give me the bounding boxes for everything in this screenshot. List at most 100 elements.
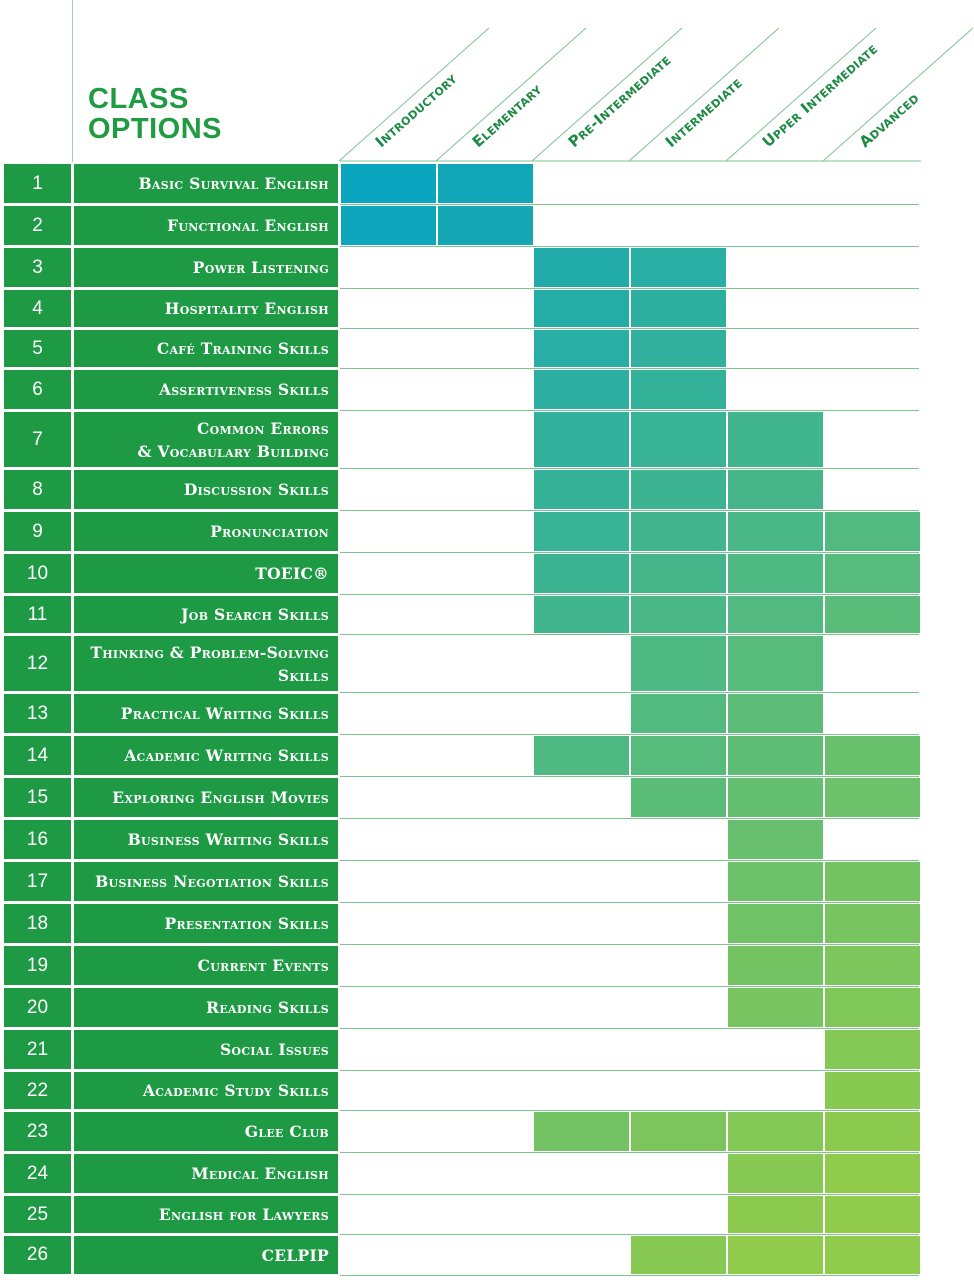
row-number: 26 (4, 1236, 71, 1274)
level-cell-advanced (825, 1030, 920, 1069)
class-name-line: Café Training Skills (156, 339, 329, 358)
row-divider (340, 1110, 919, 1111)
row-number: 12 (4, 636, 71, 691)
class-name: TOEIC® (74, 554, 338, 593)
class-name-line: Medical English (191, 1164, 329, 1183)
level-cell-intermediate (631, 512, 726, 551)
row-number: 10 (4, 554, 71, 593)
table-row: 21 Social Issues (0, 1030, 974, 1071)
table-row: 17 Business Negotiation Skills (0, 862, 974, 903)
table-row: 20 Reading Skills (0, 988, 974, 1029)
row-divider (340, 944, 919, 945)
row-number: 1 (4, 164, 71, 203)
class-name-text: Current Events (198, 954, 329, 977)
class-name-text: Power Listening (193, 256, 329, 279)
class-name: Pronunciation (74, 512, 338, 551)
class-name-text: Café Training Skills (157, 337, 329, 360)
row-number: 15 (4, 778, 71, 817)
level-cell-intermediate (631, 554, 726, 593)
class-name: Business Negotiation Skills (74, 862, 338, 901)
row-divider (340, 692, 919, 693)
level-cell-upper-intermediate (728, 736, 823, 775)
class-name-text: TOEIC® (255, 562, 329, 585)
level-cell-advanced (825, 596, 920, 633)
table-row: 25 English for Lawyers (0, 1196, 974, 1235)
level-cell-upper-intermediate (728, 862, 823, 901)
class-name-line: CELPIP (261, 1245, 329, 1265)
class-name-text: English for Lawyers (159, 1203, 329, 1226)
class-name-text: Basic Survival English (138, 172, 329, 195)
row-divider (340, 734, 919, 735)
row-number: 16 (4, 820, 71, 859)
class-name-text: CELPIP (262, 1244, 329, 1267)
level-cell-pre-intermediate (534, 370, 629, 409)
row-divider (340, 288, 919, 289)
level-cell-upper-intermediate (728, 694, 823, 733)
row-divider (340, 468, 919, 469)
class-name-line: Practical Writing Skills (120, 704, 329, 723)
row-divider (340, 818, 919, 819)
level-cell-upper-intermediate (728, 1236, 823, 1274)
table-row: 1 Basic Survival English (0, 164, 974, 205)
level-cell-elementary (438, 206, 533, 245)
level-cell-upper-intermediate (728, 988, 823, 1027)
class-name-text: Social Issues (220, 1038, 329, 1061)
level-cell-advanced (825, 1072, 920, 1109)
class-name-line: Presentation Skills (164, 914, 329, 933)
class-name-line: Glee Club (244, 1122, 329, 1141)
row-divider (340, 1275, 919, 1276)
table-row: 6 Assertiveness Skills (0, 370, 974, 411)
level-cell-pre-intermediate (534, 290, 629, 327)
class-name: Presentation Skills (74, 904, 338, 943)
level-cell-pre-intermediate (534, 412, 629, 467)
table-row: 2 Functional English (0, 206, 974, 247)
class-name-line: Current Events (197, 956, 329, 975)
level-cell-upper-intermediate (728, 1112, 823, 1151)
class-name-text: Exploring English Movies (112, 786, 329, 809)
row-number: 9 (4, 512, 71, 551)
class-name-line: Power Listening (192, 258, 329, 277)
row-divider (340, 1194, 919, 1195)
class-name: Discussion Skills (74, 470, 338, 509)
table-row: 8 Discussion Skills (0, 470, 974, 511)
class-name: Social Issues (74, 1030, 338, 1069)
level-cell-pre-intermediate (534, 554, 629, 593)
level-cell-pre-intermediate (534, 330, 629, 367)
class-name: Practical Writing Skills (74, 694, 338, 733)
class-name: Glee Club (74, 1112, 338, 1151)
class-name-text: Academic Writing Skills (124, 744, 329, 767)
level-cell-upper-intermediate (728, 470, 823, 509)
level-divider-line (628, 27, 780, 162)
header: CLASS OPTIONS Introductory Elementary Pre-… (0, 0, 974, 162)
class-name-line: Academic Writing Skills (124, 746, 329, 765)
level-cell-advanced (825, 512, 920, 551)
level-cell-advanced (825, 904, 920, 943)
row-number: 22 (4, 1072, 71, 1109)
class-name-text: Pronunciation (210, 520, 329, 543)
level-cell-upper-intermediate (728, 636, 823, 691)
row-number: 25 (4, 1196, 71, 1233)
class-name: Exploring English Movies (74, 778, 338, 817)
level-cell-advanced (825, 554, 920, 593)
level-cell-pre-intermediate (534, 736, 629, 775)
row-number: 14 (4, 736, 71, 775)
class-name-line: Pronunciation (210, 522, 329, 541)
class-name-line: Social Issues (219, 1040, 329, 1059)
level-cell-intermediate (631, 636, 726, 691)
class-name-line: Common Errors (197, 418, 329, 438)
class-name-line: Hospitality English (164, 299, 329, 318)
row-divider (340, 246, 919, 247)
row-divider (340, 776, 919, 777)
class-name: Functional English (74, 206, 338, 245)
level-cell-upper-intermediate (728, 596, 823, 633)
class-name: Job Search Skills (74, 596, 338, 633)
level-cell-pre-intermediate (534, 596, 629, 633)
class-name: Basic Survival English (74, 164, 338, 203)
class-name: CELPIP (74, 1236, 338, 1274)
level-cell-advanced (825, 736, 920, 775)
table-row: 26 CELPIP (0, 1236, 974, 1276)
row-divider (340, 634, 919, 635)
page-title: CLASS OPTIONS (88, 84, 222, 144)
row-divider (340, 1070, 919, 1071)
class-name-text: Academic Study Skills (143, 1079, 329, 1102)
